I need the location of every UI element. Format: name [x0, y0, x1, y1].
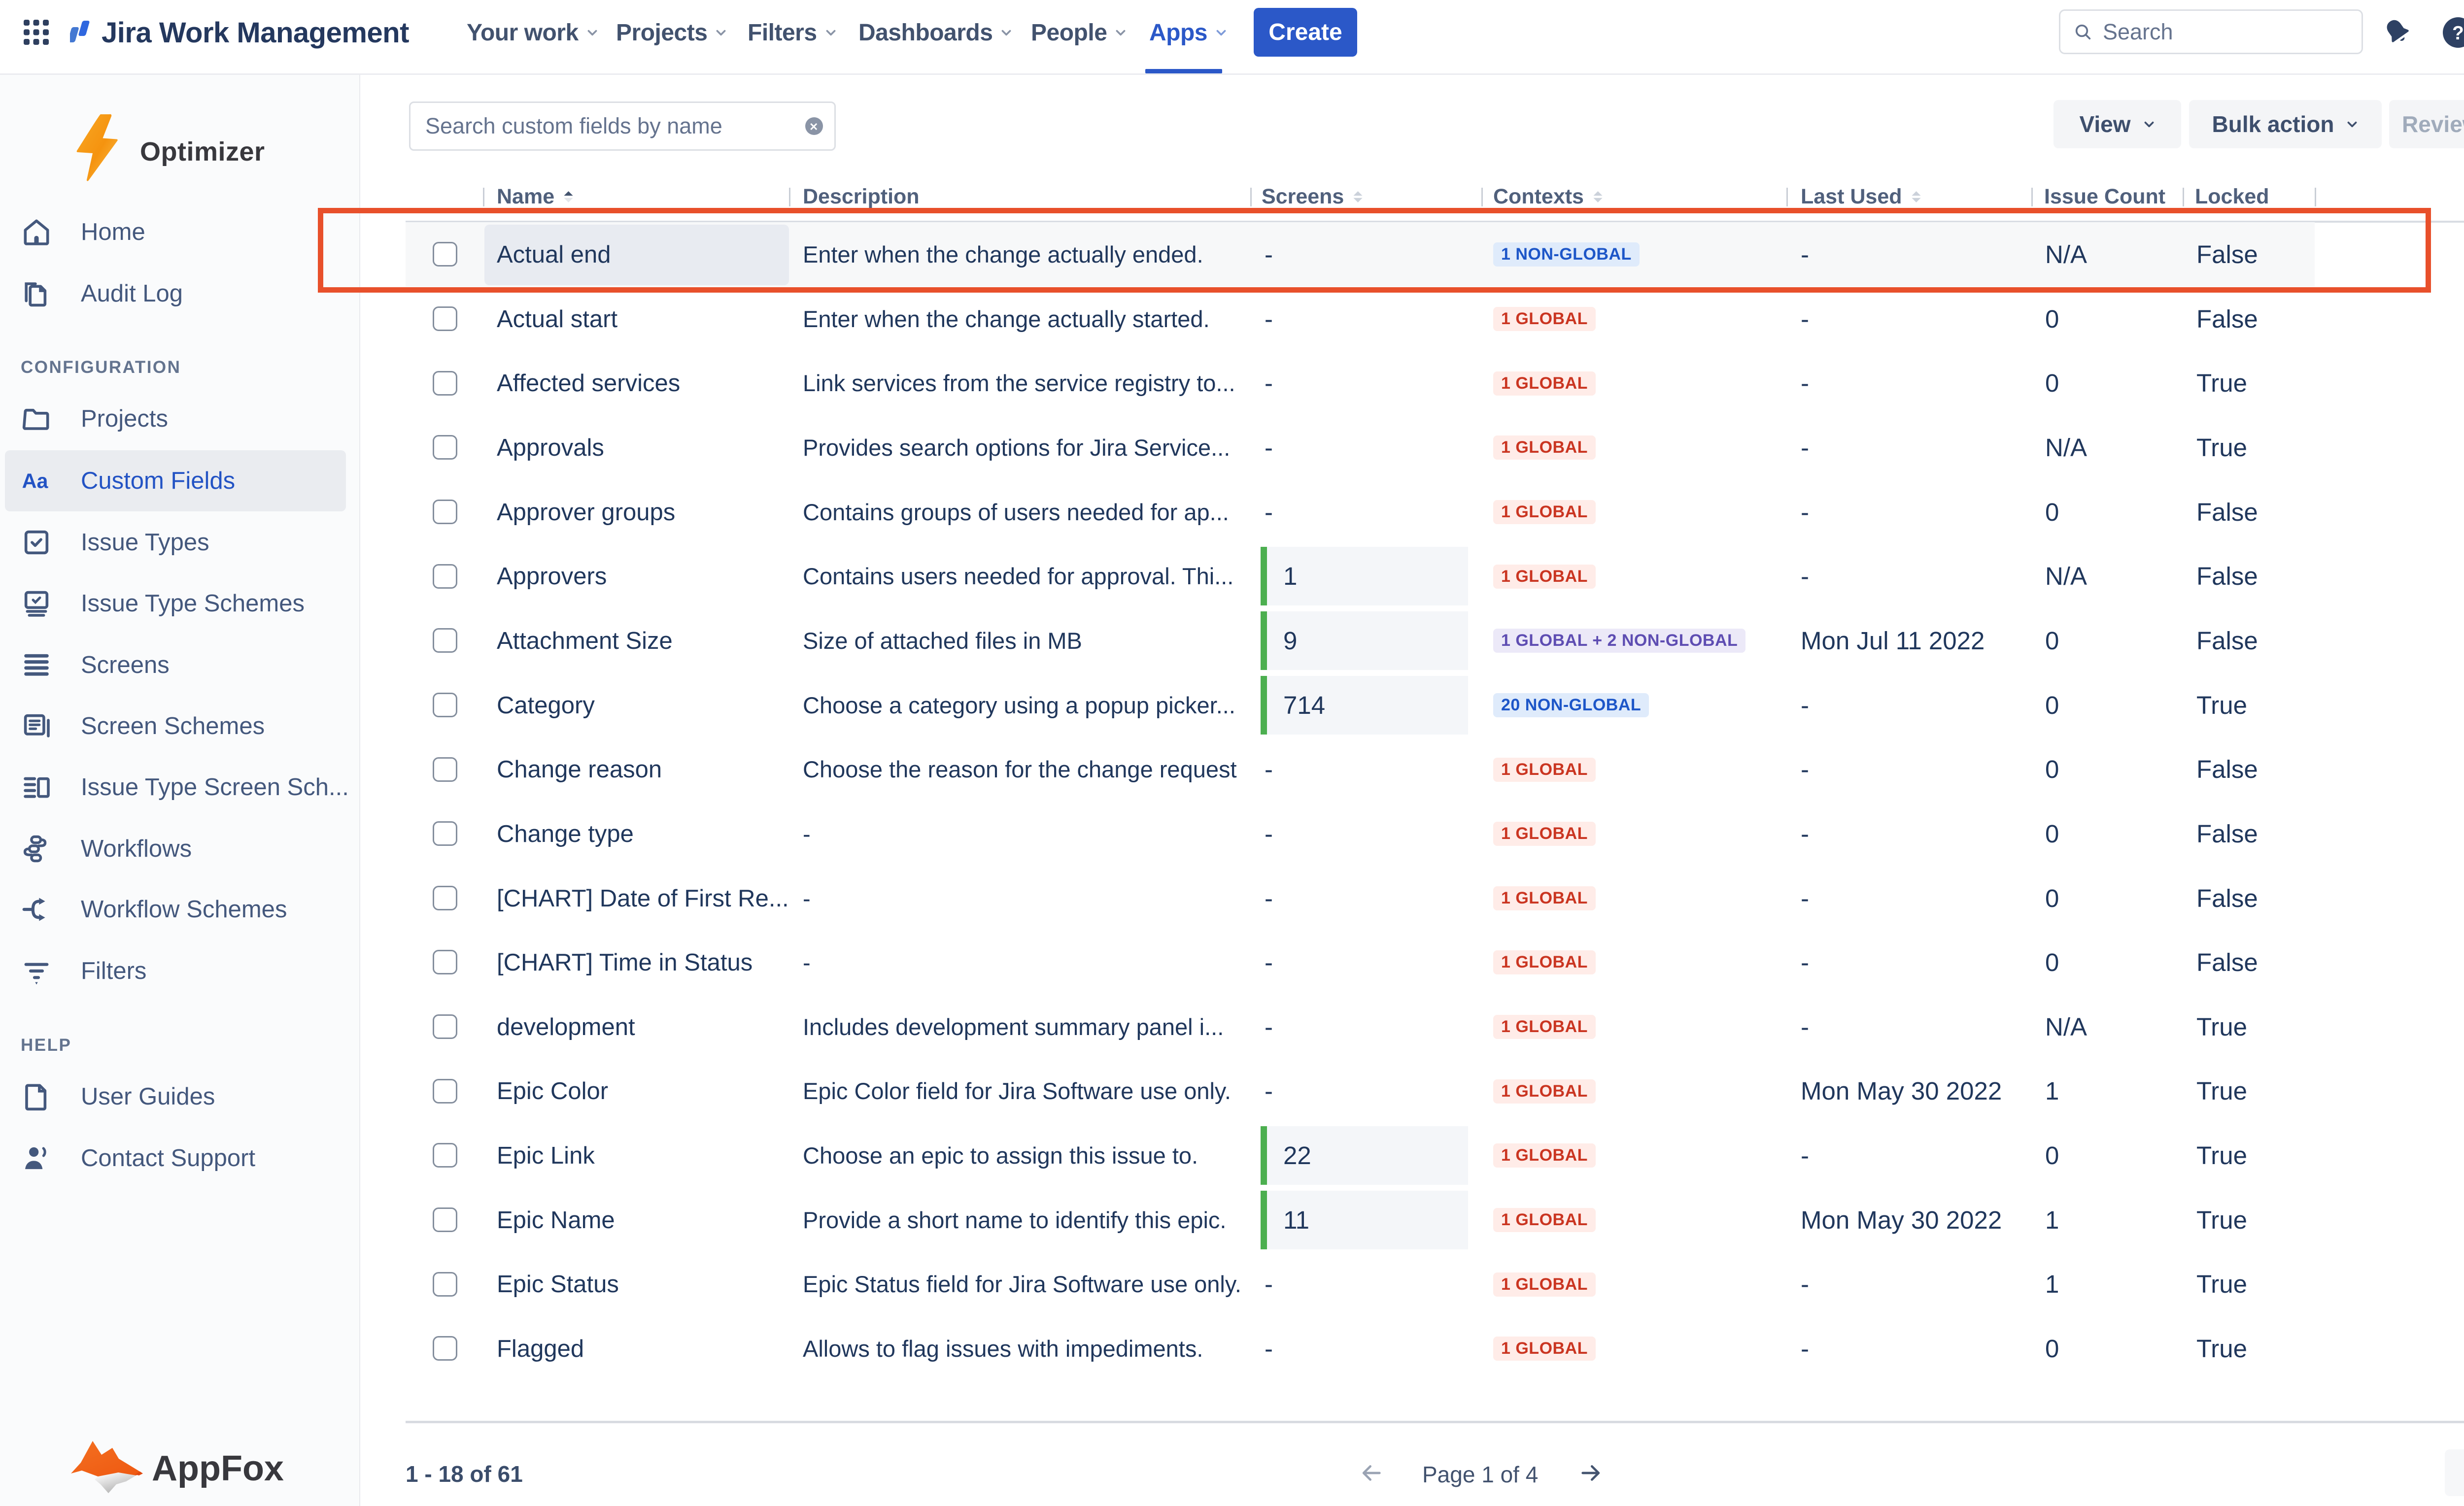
svg-text:?: ?	[2452, 23, 2464, 44]
svg-text:Aa: Aa	[22, 470, 49, 493]
